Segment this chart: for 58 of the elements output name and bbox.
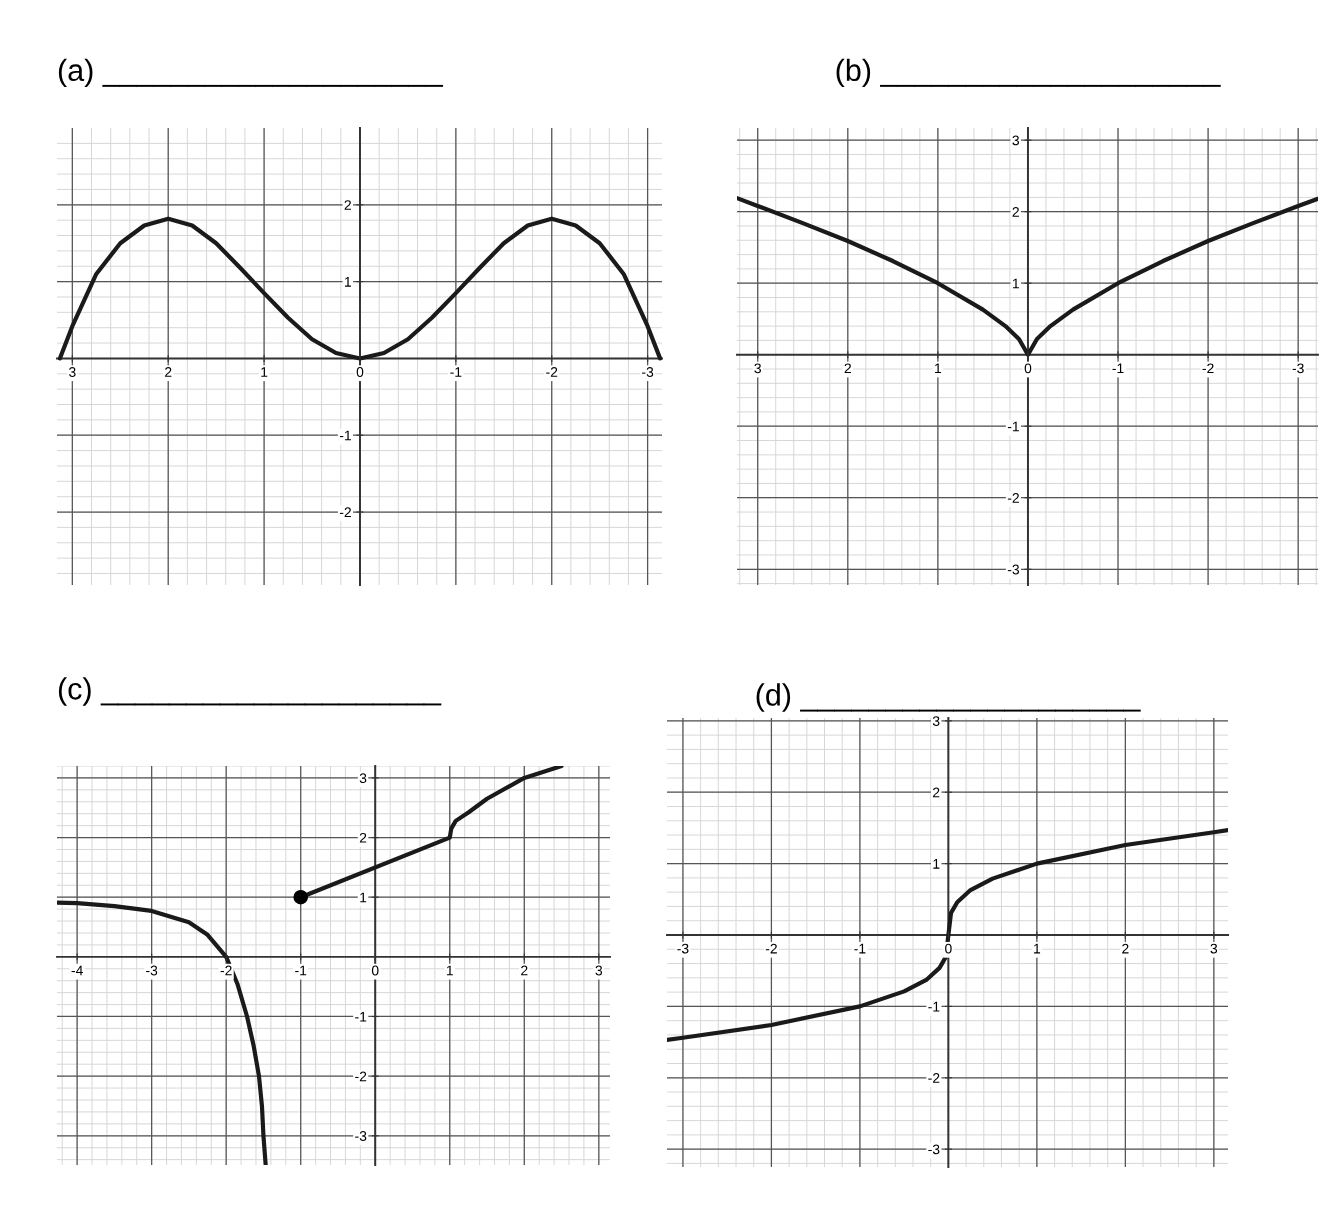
chart-title: (a) ____________________	[58, 58, 444, 88]
x-tick-label: 1	[446, 965, 453, 976]
x-tick-label: 1	[1034, 943, 1041, 954]
chart-title: (d) ____________________	[756, 683, 1141, 712]
x-tick-label: -3	[146, 965, 158, 976]
y-tick-label: 3	[359, 773, 367, 784]
x-tick-label: -1	[854, 943, 866, 954]
y-tick-label: -2	[355, 1071, 367, 1082]
y-tick-label: -3	[928, 1144, 940, 1155]
line-series	[667, 827, 1228, 1043]
y-tick-label: 3	[932, 716, 940, 727]
x-tick-label: -1	[450, 367, 462, 377]
y-tick-label: 1	[1012, 278, 1019, 289]
y-tick-label: 2	[933, 787, 940, 798]
y-tick-label: -1	[928, 1001, 940, 1012]
y-tick-label: -1	[339, 430, 351, 441]
x-tick-label: -3	[1292, 363, 1304, 374]
line-series	[57, 216, 662, 361]
x-tick-label: 3	[595, 965, 603, 976]
y-tick-label: 1	[933, 859, 940, 869]
x-tick-label: 3	[754, 363, 761, 374]
x-tick-label: -3	[677, 943, 689, 954]
y-tick-label: 2	[359, 832, 367, 843]
y-tick-label: 2	[1012, 207, 1019, 217]
y-tick-label: -2	[1007, 493, 1019, 503]
y-tick-label: -1	[355, 1011, 367, 1022]
x-tick-label: 0	[371, 965, 379, 976]
y-tick-label: -1	[1007, 421, 1019, 432]
x-tick-label: -2	[1202, 363, 1214, 374]
y-tick-label: 1	[360, 892, 367, 903]
chart-title: (b) ____________________	[836, 58, 1221, 88]
x-tick-label: 3	[69, 367, 76, 377]
x-tick-label: 2	[165, 367, 172, 377]
y-tick-label: -3	[1007, 564, 1020, 575]
x-tick-label: 2	[844, 363, 851, 374]
x-tick-label: 0	[1024, 363, 1032, 374]
y-tick-label: -3	[355, 1131, 367, 1141]
x-tick-label: 3	[1210, 943, 1218, 954]
x-tick-label: -2	[220, 965, 232, 976]
y-tick-label: -2	[339, 507, 351, 518]
line-series	[737, 196, 1318, 357]
x-tick-label: 0	[356, 367, 364, 377]
y-tick-label: 3	[1012, 135, 1020, 146]
x-tick-label: -1	[295, 965, 307, 976]
y-tick-label: 1	[344, 277, 351, 287]
x-tick-label: -4	[71, 965, 83, 976]
x-tick-label: -3	[642, 367, 654, 377]
x-tick-label: -2	[765, 943, 777, 954]
chart-title: (c) ____________________	[58, 677, 442, 706]
x-tick-label: 0	[945, 943, 952, 954]
x-tick-label: 2	[521, 965, 528, 976]
line-series	[57, 900, 268, 1165]
x-tick-label: 1	[261, 367, 268, 377]
x-tick-label: -2	[546, 367, 558, 377]
x-tick-label: -1	[1112, 363, 1124, 374]
y-tick-label: 2	[344, 200, 351, 210]
y-tick-label: -2	[928, 1073, 940, 1083]
x-tick-label: 2	[1122, 943, 1129, 954]
